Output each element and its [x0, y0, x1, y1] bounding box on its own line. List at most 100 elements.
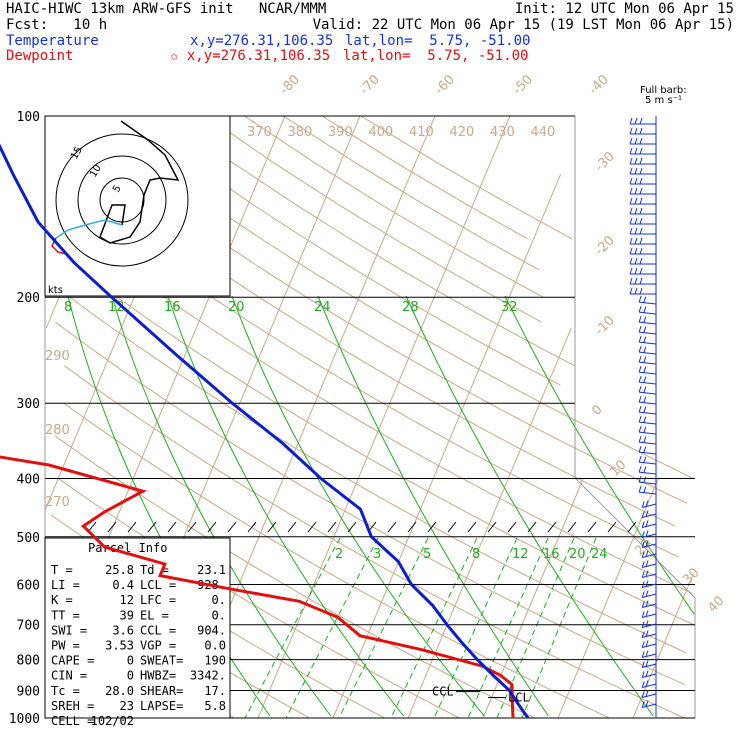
- parcel-value: 5.8: [204, 699, 226, 713]
- wind-barb-flag: [638, 355, 642, 363]
- wind-barb-flag: [638, 305, 642, 313]
- dewpoint-legend-label: Dewpoint: [6, 48, 74, 64]
- parcel-label: SWEAT=: [140, 654, 183, 668]
- mixing-ratio-line: [285, 537, 379, 719]
- wind-barb-flag: [638, 455, 642, 463]
- wind-barb: [639, 471, 657, 475]
- parcel-value: 23: [120, 699, 134, 713]
- hatch-mark: [347, 521, 357, 533]
- wind-barb: [642, 553, 657, 558]
- parcel-label: CCL =: [140, 623, 176, 637]
- moist-adiabat-label: 8: [64, 300, 72, 315]
- parcel-value: 12: [120, 593, 134, 607]
- wind-barb: [639, 431, 657, 435]
- wind-barb-flag: [638, 425, 642, 433]
- wind-barb-flag: [629, 137, 633, 145]
- wind-barb: [639, 381, 657, 385]
- theta-label: 280: [45, 423, 70, 438]
- moist-adiabat-label: 16: [164, 300, 181, 315]
- hatch-mark: [287, 521, 297, 533]
- parcel-label: Tc =: [51, 684, 80, 698]
- parcel-value: 0.: [212, 593, 226, 607]
- mixing-ratio-line: [496, 537, 575, 719]
- wind-barb: [639, 491, 657, 495]
- dry-adiabat-line: [83, 238, 692, 594]
- wind-barb-flag: [643, 456, 647, 463]
- wind-barb-flag: [634, 117, 638, 125]
- wind-barb: [639, 331, 657, 335]
- dry-adiabat-line: [244, 115, 544, 298]
- isotherm-label: -40: [586, 72, 612, 98]
- isotherm-line: [332, 174, 562, 719]
- wind-barb-flag: [634, 227, 638, 235]
- dry-adiabat-line: [63, 402, 610, 719]
- wind-barb-flag: [629, 187, 633, 195]
- hatch-mark: [387, 521, 397, 533]
- wind-barb-flag: [645, 680, 649, 687]
- moist-adiabat-label: 28: [402, 300, 419, 315]
- wind-barb-flag: [634, 137, 638, 145]
- dry-adiabat-line: [166, 115, 575, 367]
- wind-barb-flag: [629, 177, 633, 185]
- wind-barb-flag: [641, 611, 645, 618]
- wind-barb-flag: [643, 406, 647, 413]
- wind-barb-flag: [641, 561, 645, 568]
- parcel-value: 3.6: [112, 623, 134, 637]
- wind-barb-flag: [641, 601, 645, 608]
- header-line1-right: Init: 12 UTC Mon 06 Apr 15: [514, 1, 734, 17]
- hatch-mark: [247, 521, 257, 533]
- wind-barb: [642, 663, 657, 668]
- hatch-mark: [487, 521, 497, 533]
- wind-barb: [639, 351, 657, 355]
- hodograph-unit-label: kts: [48, 285, 63, 296]
- wind-barb: [642, 503, 657, 508]
- dry-adiabat-line: [54, 435, 535, 719]
- hatch-mark: [567, 521, 577, 533]
- wind-barb-flag: [634, 207, 638, 215]
- wind-barb-flag: [629, 267, 633, 275]
- moist-adiabat-line: [231, 295, 485, 717]
- isotherm-label: -70: [357, 72, 383, 98]
- wind-barb-flag: [641, 701, 645, 708]
- moist-adiabat-line: [167, 295, 405, 717]
- hodograph-ring: [77, 155, 167, 245]
- parcel-label: LFC =: [140, 593, 176, 607]
- wind-barb: [639, 481, 657, 485]
- hodograph-trace-upper: [99, 120, 180, 244]
- isotherm-line: [257, 115, 511, 719]
- wind-barb-flag: [641, 661, 645, 668]
- parcel-label: HWBZ=: [140, 669, 176, 683]
- hodograph-trace-lower: [55, 219, 123, 239]
- wind-barb-flag: [641, 681, 645, 688]
- wind-barb-flag: [643, 366, 647, 373]
- isotherm-label: -60: [432, 72, 458, 98]
- mixing-ratio-label: 12: [512, 547, 529, 562]
- wind-barb-flag: [638, 295, 642, 303]
- parcel-value: 39: [120, 608, 134, 622]
- wind-barb-flag: [643, 376, 647, 383]
- isotherm-label: -10: [592, 313, 618, 339]
- wind-barb-flag: [629, 237, 633, 245]
- mixing-ratio-line: [521, 537, 597, 719]
- wind-barb-flag: [638, 345, 642, 353]
- wind-barb: [642, 543, 657, 548]
- wind-barb-flag: [634, 257, 638, 265]
- wind-barb-flag: [645, 550, 649, 557]
- wind-barb-flag: [629, 117, 633, 125]
- dry-adiabat-line: [321, 115, 528, 240]
- wind-barb-flag: [629, 127, 633, 135]
- wind-barb-flag: [634, 287, 638, 295]
- hatch-mark: [207, 521, 217, 533]
- mixing-ratio-label: 24: [591, 547, 608, 562]
- dry-adiabat-line: [54, 321, 685, 686]
- hodograph-ring-label: 5: [111, 183, 124, 194]
- wind-barb-flag: [643, 316, 647, 323]
- moist-adiabat-lines: [67, 295, 695, 717]
- wind-barb-flag: [641, 591, 645, 598]
- wind-barb-flag: [639, 217, 643, 225]
- hatch-mark: [227, 521, 237, 533]
- moist-adiabat-line: [504, 295, 695, 615]
- isotherm-line: [482, 478, 584, 719]
- wind-barb-flag: [639, 157, 643, 165]
- hatch-mark: [327, 521, 337, 533]
